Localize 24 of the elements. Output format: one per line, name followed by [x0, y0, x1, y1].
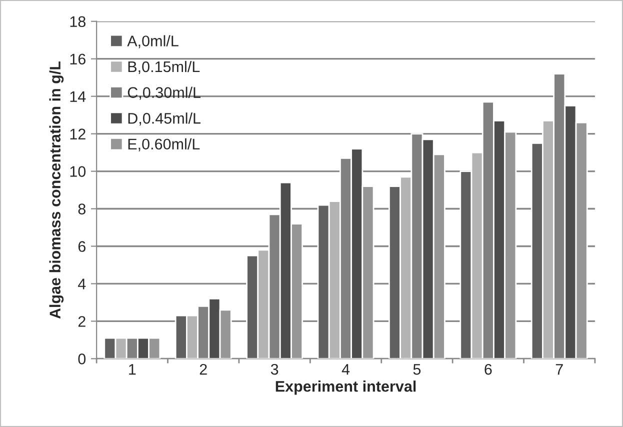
y-tick-label: 8 [78, 204, 86, 214]
legend-label: E,0.60ml/L [128, 138, 200, 152]
y-tick-label: 4 [78, 278, 86, 290]
y-tick-label: 14 [70, 91, 86, 102]
y-axis-title: Algae biomass concentration in g/L [49, 61, 64, 319]
x-tick-label: 3 [270, 364, 278, 375]
y-tick-label: 18 [70, 16, 86, 28]
x-axis-title: Experiment interval [276, 380, 416, 395]
y-tick-label: 10 [70, 166, 86, 177]
legend-label: A,0ml/L [127, 35, 178, 48]
legend-label: B,0.15ml/L [128, 60, 200, 74]
y-tick-label: 12 [70, 128, 86, 140]
x-tick-label: 2 [200, 364, 207, 375]
x-tick-label: 7 [556, 364, 563, 375]
x-tick-label: 5 [413, 364, 421, 375]
y-tick-label: 6 [78, 241, 86, 252]
x-tick-label: 1 [129, 364, 136, 375]
y-tick-label: 16 [70, 54, 86, 65]
y-tick-label: 0 [78, 354, 86, 364]
x-tick-label: 6 [484, 364, 492, 375]
x-tick-label: 4 [342, 364, 350, 375]
legend-label: C,0.30ml/L [128, 86, 200, 100]
y-tick-label: 2 [78, 316, 86, 327]
legend-label: D,0.45ml/L [128, 112, 200, 126]
